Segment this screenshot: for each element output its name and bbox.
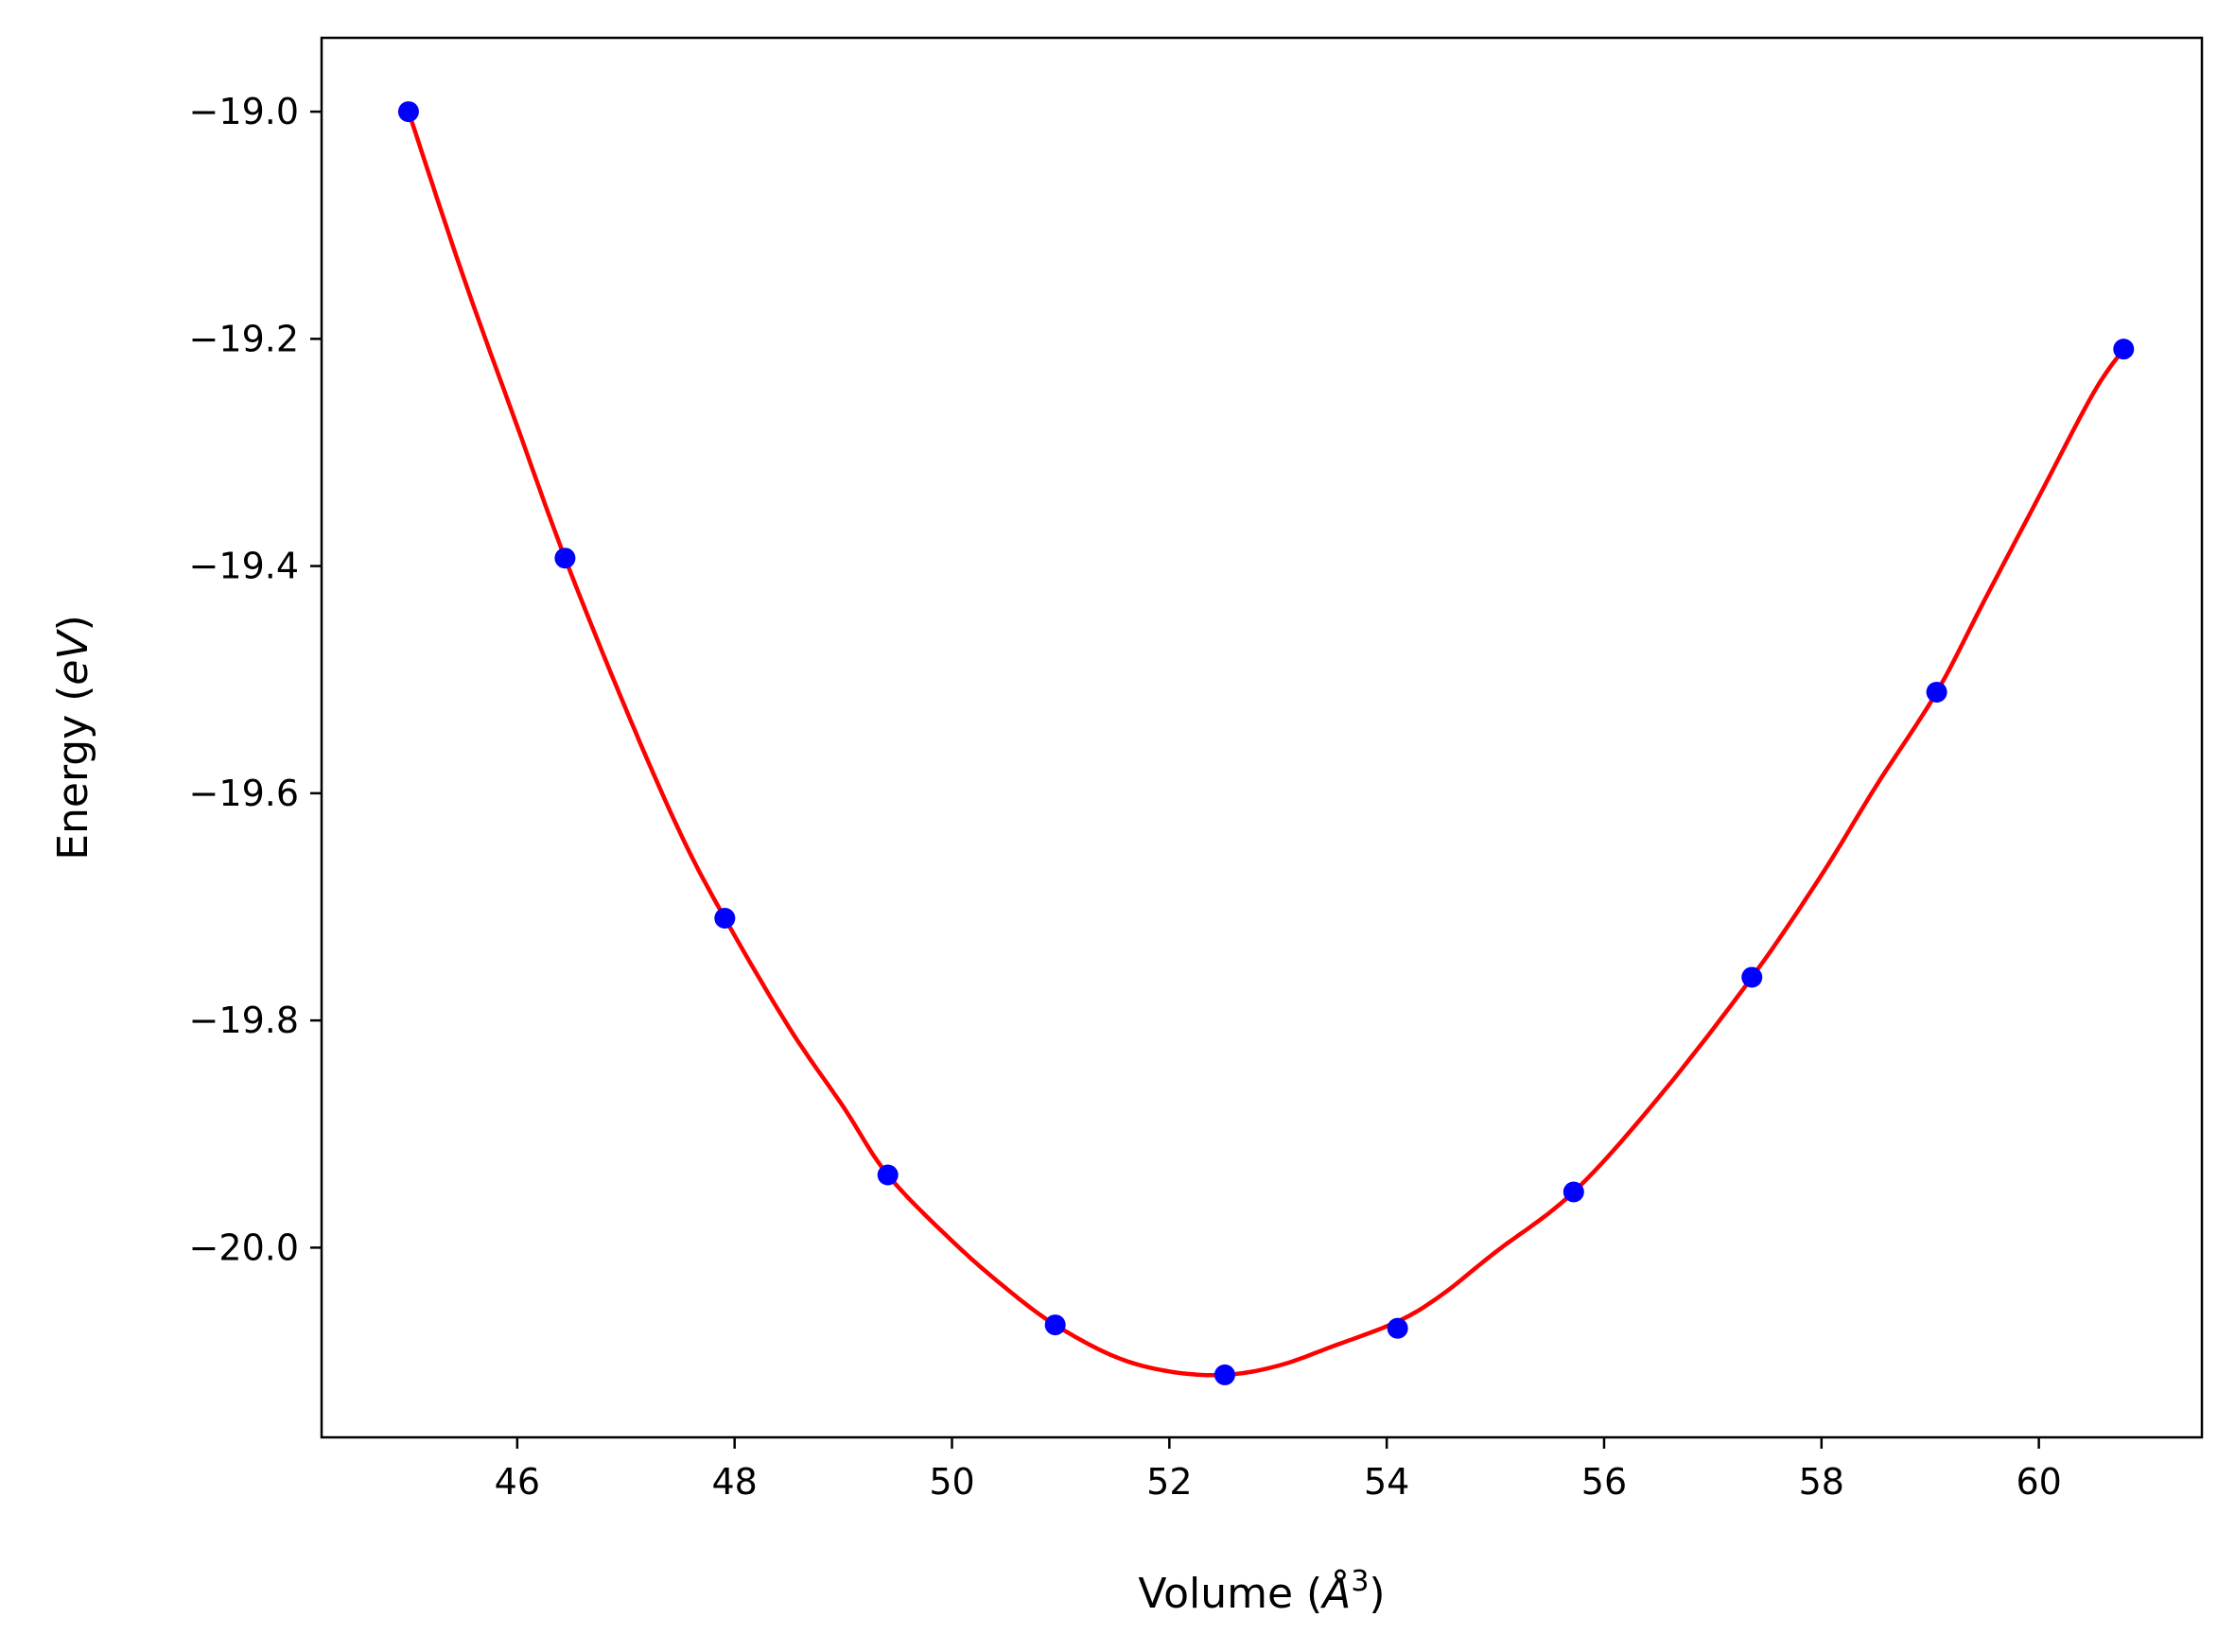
x-axis-ticks: 46 48 50 52 54 56 58 60 — [495, 1437, 2062, 1503]
data-points — [397, 101, 2135, 1385]
y-axis-ticks: −19.0 −19.2 −19.4 −19.6 −19.8 −20.0 — [189, 91, 322, 1268]
data-point — [1563, 1181, 1584, 1203]
data-point — [714, 908, 736, 930]
x-tick-label: 52 — [1146, 1461, 1192, 1503]
y-tick-label: −20.0 — [189, 1226, 299, 1268]
data-point — [554, 548, 576, 569]
x-tick-label: 46 — [495, 1461, 540, 1503]
y-axis-label-suffix: ) — [49, 615, 97, 631]
x-axis-label-prefix: Volume ( — [1138, 1570, 1322, 1618]
data-point — [397, 101, 419, 123]
x-axis-label-suffix: ) — [1369, 1570, 1385, 1618]
axes-frame — [320, 36, 2204, 1439]
y-axis-label-prefix: Energy ( — [49, 686, 97, 861]
y-tick-label: −19.4 — [189, 546, 299, 587]
y-axis-label-unit: eV — [49, 629, 97, 686]
x-tick-label: 50 — [929, 1461, 974, 1503]
x-tick-label: 54 — [1364, 1461, 1409, 1503]
data-point — [1214, 1364, 1235, 1385]
data-point — [2113, 339, 2135, 360]
x-tick-label: 56 — [1581, 1461, 1627, 1503]
y-tick-label: −19.6 — [189, 773, 299, 814]
data-point — [1044, 1314, 1066, 1336]
x-tick-label: 58 — [1799, 1461, 1844, 1503]
x-tick-label: 60 — [2016, 1461, 2061, 1503]
data-point — [1926, 681, 1947, 703]
x-tick-label: 48 — [711, 1461, 757, 1503]
data-point — [1387, 1317, 1408, 1339]
plot-area — [397, 101, 2135, 1385]
y-tick-label: −19.0 — [189, 91, 299, 132]
y-tick-label: −19.8 — [189, 1000, 299, 1041]
x-axis-label-exponent: 3 — [1351, 1565, 1369, 1598]
y-tick-label: −19.2 — [189, 318, 299, 359]
data-point — [877, 1164, 899, 1186]
x-axis-label-unit: Å — [1319, 1568, 1351, 1618]
data-point — [1741, 966, 1763, 988]
x-axis-label: Volume (Å3) — [1138, 1565, 1385, 1618]
y-axis-label: Energy (eV) — [49, 615, 97, 861]
